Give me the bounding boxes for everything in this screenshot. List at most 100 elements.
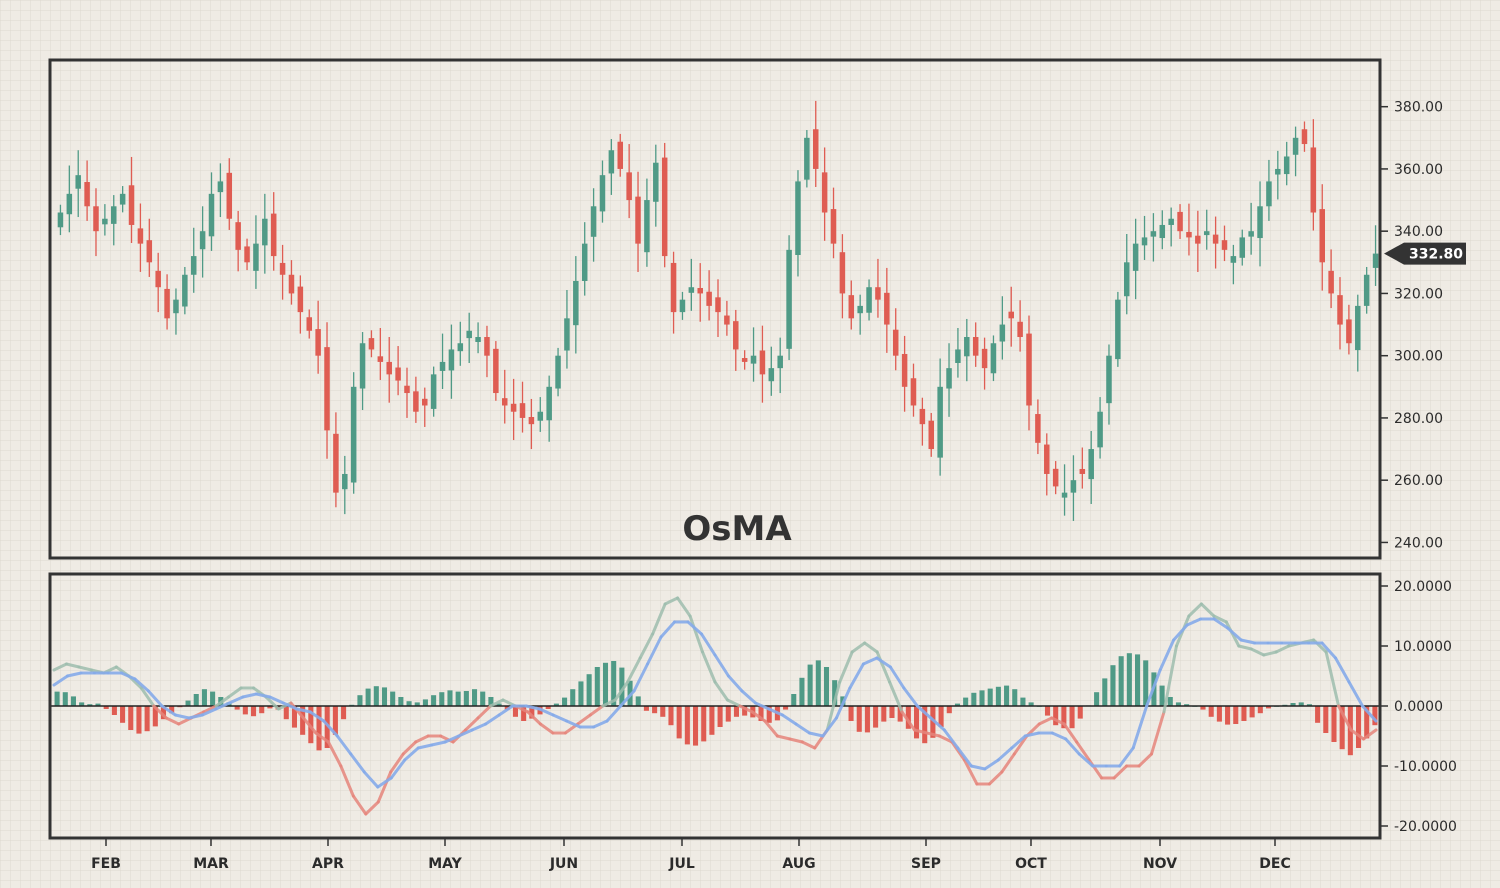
macd-line-segment	[1062, 722, 1079, 744]
macd-line-segment	[713, 680, 729, 702]
price-candle	[182, 266, 188, 315]
osma-histogram-bar	[619, 667, 625, 706]
osma-histogram-bar	[373, 686, 379, 706]
signal-line-segment	[133, 677, 150, 693]
price-y-tick-label: 300.00	[1394, 349, 1443, 365]
osma-histogram-bar	[946, 706, 952, 714]
price-candle	[1186, 203, 1192, 256]
price-candle	[119, 186, 126, 213]
osma-histogram-bar	[856, 706, 862, 732]
osma-histogram-bar	[594, 667, 600, 706]
macd-line-segment	[962, 758, 979, 786]
macd-line-segment	[601, 698, 617, 708]
macd-line-segment	[152, 704, 168, 720]
macd-line-segment	[888, 680, 904, 714]
osma-histogram-bar	[1372, 706, 1378, 726]
osma-histogram-bar	[120, 706, 126, 723]
osma-histogram-bar	[1298, 702, 1304, 706]
macd-line-segment	[626, 656, 642, 684]
osma-histogram-bar	[611, 661, 617, 706]
price-candle	[1097, 397, 1103, 459]
price-candle	[1106, 344, 1112, 425]
osma-histogram-bar	[496, 703, 502, 706]
price-candle	[128, 156, 135, 244]
signal-line-segment	[1212, 617, 1230, 630]
osma-histogram-bar	[267, 706, 273, 709]
osma-histogram-bar	[717, 706, 723, 727]
osma-histogram-bar	[136, 706, 142, 734]
macd-line-segment	[1237, 644, 1253, 651]
osma-histogram-bar	[1339, 706, 1345, 750]
osma-histogram-bar	[578, 681, 584, 706]
osma-histogram-bar	[291, 706, 298, 728]
osma-histogram-bar	[725, 706, 731, 722]
signal-line-segment	[686, 620, 704, 636]
price-candle	[1017, 300, 1023, 352]
osma-histogram-bar	[815, 660, 821, 706]
price-candle	[1275, 150, 1281, 200]
osma-histogram-bar	[709, 706, 715, 735]
x-tick-label-apr: APR	[312, 856, 344, 872]
macd-line-segment	[825, 680, 842, 732]
price-candle	[866, 279, 872, 321]
macd-line-segment	[763, 719, 779, 738]
osma-histogram-bar	[390, 691, 396, 706]
price-candle	[857, 294, 863, 335]
price-candle	[1266, 159, 1272, 221]
macd-line-segment	[688, 614, 705, 654]
signal-line-segment	[1077, 752, 1095, 768]
signal-line-segment	[726, 674, 744, 693]
signal-line-segment	[322, 719, 339, 738]
macd-line-segment	[52, 662, 68, 672]
macd-line-segment	[863, 641, 879, 654]
osma-histogram-bar	[169, 706, 175, 714]
price-candle	[937, 358, 943, 476]
osma-y-tick-label: 10.0000	[1394, 639, 1452, 655]
price-candle	[608, 139, 615, 195]
osma-histogram-bar	[193, 694, 199, 706]
macd-line-segment	[1050, 716, 1066, 726]
osma-histogram-bar	[995, 686, 1001, 706]
price-candle	[395, 346, 401, 396]
price-candle	[981, 337, 988, 390]
signal-line-segment	[1010, 734, 1027, 750]
signal-line-segment	[929, 716, 946, 732]
signal-line-segment	[1118, 746, 1135, 768]
osma-histogram-bar	[1306, 704, 1312, 706]
price-candle	[910, 363, 917, 417]
price-candle	[653, 144, 659, 227]
x-tick-label-nov: NOV	[1143, 856, 1177, 872]
price-candle	[466, 312, 472, 364]
osma-histogram-bar	[1265, 706, 1272, 709]
signal-line-segment	[632, 662, 650, 693]
price-candle	[1070, 455, 1077, 521]
osma-histogram-bar	[316, 706, 322, 751]
osma-histogram-bar	[1102, 678, 1108, 706]
signal-line-segment	[646, 635, 663, 666]
osma-histogram-bar	[742, 706, 748, 716]
signal-line-segment	[1239, 638, 1257, 645]
price-candle	[102, 204, 108, 236]
price-candle	[350, 372, 357, 494]
price-candle	[164, 274, 170, 330]
signal-line-segment	[956, 746, 973, 768]
osma-histogram-bar	[414, 702, 420, 706]
osma-histogram-bar	[545, 706, 551, 709]
signal-line-segment	[443, 734, 461, 744]
macd-line-segment	[314, 731, 330, 744]
osma-histogram-bar	[512, 706, 519, 717]
price-candle	[928, 412, 935, 457]
macd-line-segment	[351, 794, 368, 816]
signal-line-segment	[65, 671, 83, 678]
signal-line-segment	[160, 704, 177, 717]
osma-histogram-bar	[1044, 706, 1051, 716]
macd-line-segment	[1000, 752, 1016, 774]
price-candle	[377, 327, 384, 380]
signal-line-segment	[268, 695, 285, 705]
osma-histogram-bar	[79, 702, 85, 706]
osma-histogram-bar	[1143, 660, 1149, 706]
signal-line-segment	[713, 653, 730, 678]
macd-line-segment	[913, 728, 929, 735]
signal-line-segment	[1145, 668, 1162, 708]
macd-line-segment	[1349, 728, 1366, 741]
